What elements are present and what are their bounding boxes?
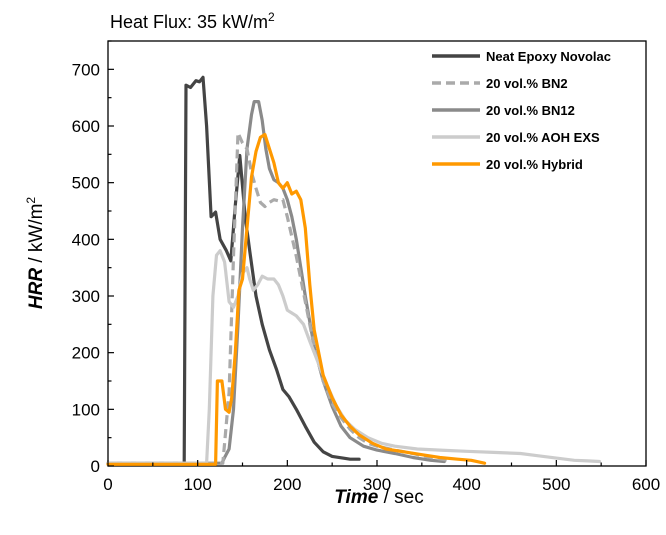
legend-label: 20 vol.% BN2 <box>486 76 568 91</box>
y-tick-label: 400 <box>72 230 100 249</box>
series-line-0 <box>106 75 361 465</box>
x-tick-label: 200 <box>273 475 301 494</box>
y-tick-label: 700 <box>72 60 100 79</box>
x-tick-label: 500 <box>542 475 570 494</box>
chart-title-sup: 2 <box>268 10 275 24</box>
series-line-3 <box>106 249 601 465</box>
x-axis-title-rest: / sec <box>378 487 423 508</box>
legend-label: 20 vol.% AOH EXS <box>486 130 600 145</box>
y-tick-label: 600 <box>72 117 100 136</box>
x-axis-title-bold: Time <box>334 487 378 508</box>
y-tick-label: 100 <box>72 400 100 419</box>
ticks-layer: 0 100 200 300 400 500 600 0 100 200 300 400 500 600 70… <box>72 40 660 494</box>
x-tick-label: 100 <box>183 475 211 494</box>
y-axis-title-sup: 2 <box>24 197 38 204</box>
series-line-4 <box>106 132 487 466</box>
x-tick-label: 400 <box>452 475 480 494</box>
y-axis-title-bold: HRR <box>26 268 47 309</box>
x-axis-title: Time / sec <box>334 487 423 508</box>
y-axis-title: HRR / kW/m2 <box>24 197 47 310</box>
series-line-1 <box>108 131 449 465</box>
y-tick-label: 200 <box>72 344 100 363</box>
x-tick-label: 300 <box>363 475 391 494</box>
chart-title: Heat Flux: 35 kW/m2 <box>110 10 275 32</box>
y-axis-title-rest: / kW/m <box>26 204 47 268</box>
y-tick-label: 300 <box>72 287 100 306</box>
series-layer <box>106 75 601 466</box>
x-tick-label: 600 <box>632 475 660 494</box>
legend: Neat Epoxy Novolac 20 vol.% BN2 20 vol.% B… <box>432 49 611 172</box>
legend-label: Neat Epoxy Novolac <box>486 49 611 64</box>
y-tick-label: 0 <box>91 457 100 476</box>
legend-label: 20 vol.% BN12 <box>486 103 575 118</box>
y-tick-label: 500 <box>72 174 100 193</box>
chart-title-main: Heat Flux: 35 kW/m <box>110 12 268 32</box>
x-tick-label: 0 <box>103 475 112 494</box>
legend-label: 20 vol.% Hybrid <box>486 157 583 172</box>
